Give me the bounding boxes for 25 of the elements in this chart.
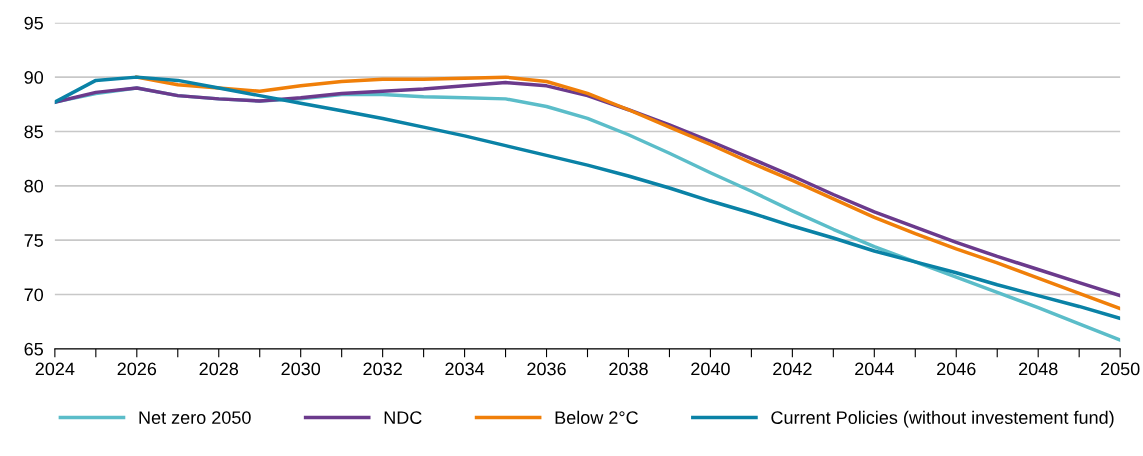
x-tick-label: 2046	[937, 362, 976, 376]
y-tick-label: 65	[24, 342, 43, 356]
x-tick-label: 2030	[281, 362, 321, 376]
legend-label: Net zero 2050	[139, 411, 251, 424]
legend-label: Below 2°C	[555, 410, 638, 424]
y-tick-label: 85	[24, 125, 43, 139]
legend-label: Current Policies (without investement fund)	[771, 410, 1114, 428]
x-tick-label: 2048	[1019, 362, 1058, 376]
x-tick-label: 2024	[35, 362, 75, 376]
y-tick-label: 70	[24, 288, 44, 302]
x-tick-label: 2036	[527, 362, 566, 376]
y-tick-label: 95	[24, 16, 43, 30]
y-tick-label: 75	[24, 234, 43, 247]
x-tick-label: 2034	[445, 362, 485, 376]
x-tick-label: 2032	[363, 362, 402, 376]
x-tick-label: 2026	[117, 362, 157, 376]
x-tick-label: 2028	[199, 362, 239, 376]
legend-label: NDC	[384, 411, 422, 424]
x-tick-label: 2038	[609, 362, 648, 376]
x-tick-label: 2044	[855, 362, 894, 376]
y-tick-label: 80	[24, 179, 44, 193]
x-tick-label: 2040	[691, 362, 730, 376]
x-tick-label: 2042	[773, 362, 812, 376]
y-tick-label: 90	[24, 71, 44, 84]
x-tick-label: 2050	[1100, 362, 1140, 376]
